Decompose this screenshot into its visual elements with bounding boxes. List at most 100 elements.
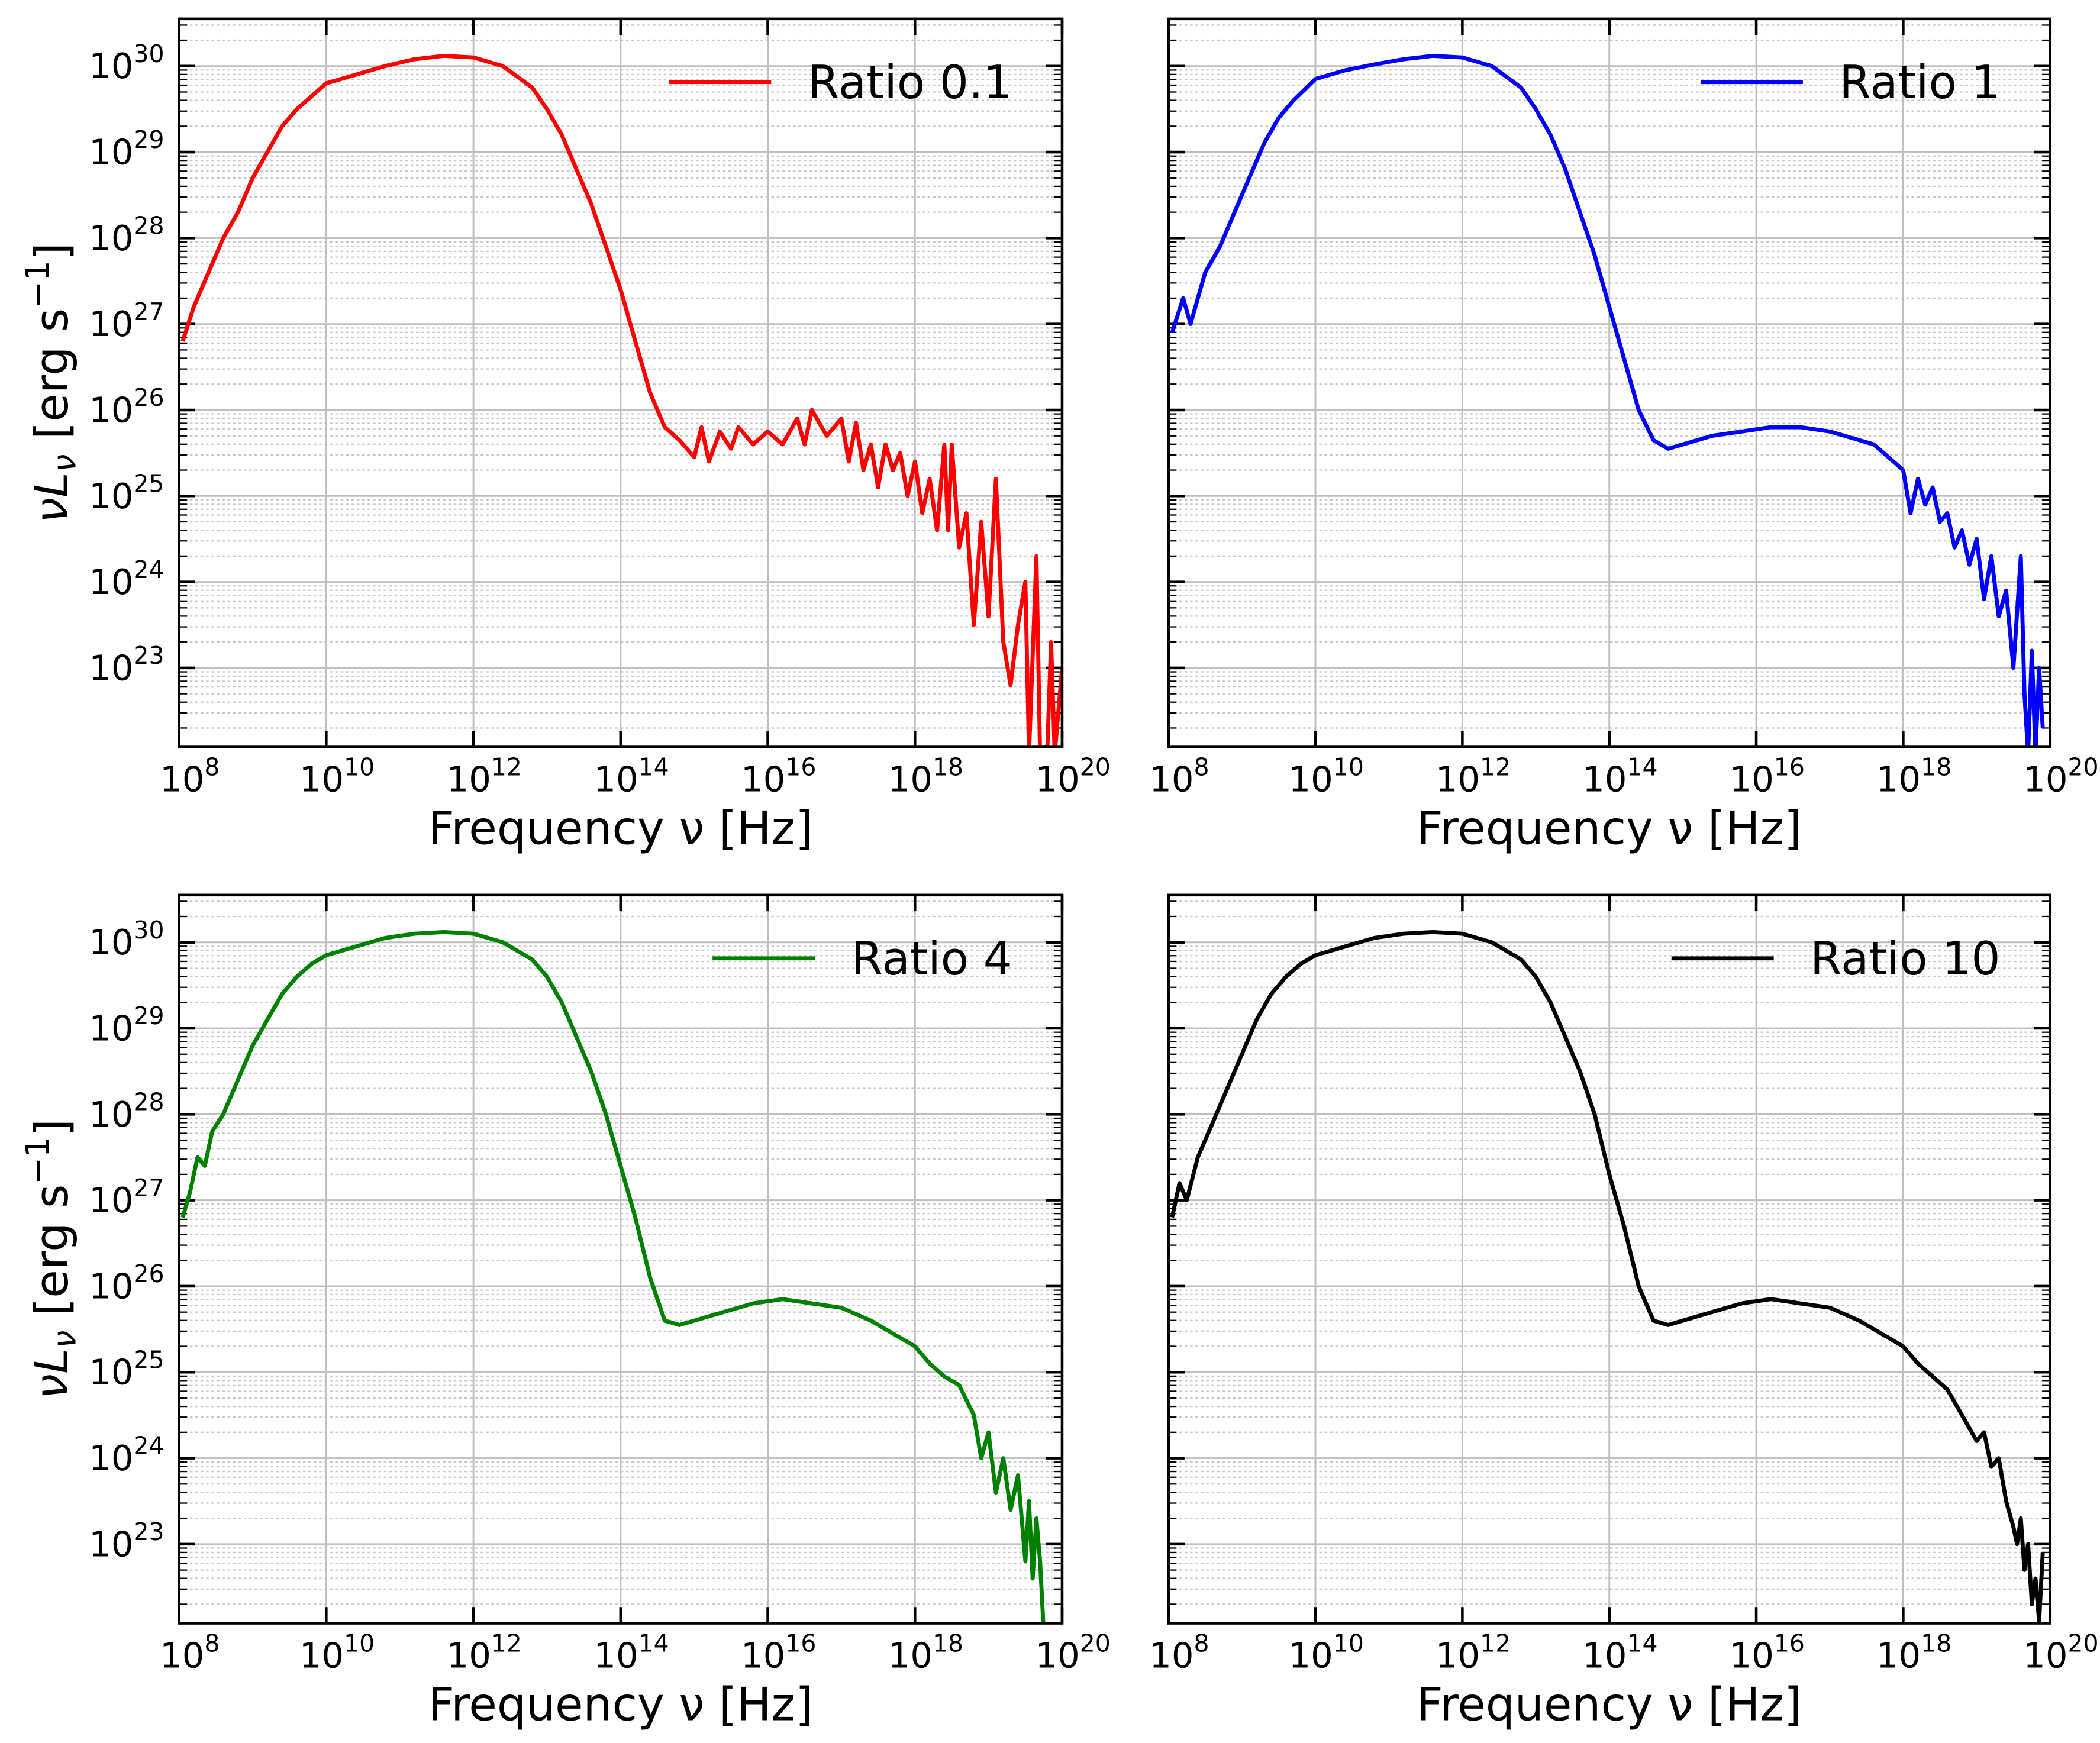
x-tick-label: 1020 [1036,753,1111,799]
ylabel-nu: ν [25,1374,79,1399]
ylabel-sup: −1 [18,1137,56,1184]
tick-exponent: 14 [1627,1629,1657,1657]
tick-base: 10 [1289,1635,1333,1676]
x-tick-label: 1010 [1289,1629,1364,1676]
legend-label: Ratio 10 [1810,932,2001,986]
x-tick-label: 108 [160,1629,220,1676]
x-tick-label: 1016 [741,1629,816,1676]
tick-exponent: 8 [204,753,220,781]
axes-frame [1167,17,2052,748]
tick-base: 10 [1582,1635,1627,1676]
tick-base: 10 [89,561,133,602]
tick-base: 10 [888,759,933,800]
tick-base: 10 [1730,759,1774,800]
tick-base: 10 [89,304,133,344]
tick-base: 10 [741,759,785,800]
y-tick-label: 1025 [89,1345,164,1392]
x-tick-label: 1018 [1876,753,1951,799]
tick-base: 10 [1436,1635,1480,1676]
series-line-ratio-1 [1170,53,2045,747]
tick-exponent: 23 [134,1518,164,1546]
tick-exponent: 27 [134,1174,164,1202]
y-axis-label: νLν [erg s−1] [18,243,83,523]
tick-base: 10 [447,759,491,800]
tick-exponent: 14 [638,753,669,781]
tick-base: 10 [1036,1635,1080,1676]
tick-exponent: 14 [1627,753,1657,781]
tick-exponent: 18 [933,1629,963,1657]
y-tick-label: 1027 [89,298,164,344]
ylabel-L: L [25,472,79,498]
ylabel-close: ] [25,243,79,260]
tick-exponent: 12 [491,753,522,781]
tick-exponent: 8 [1193,1629,1209,1657]
tick-base: 10 [89,1438,133,1479]
x-tick-label: 1020 [2023,1629,2098,1676]
x-tick-label: 1018 [1876,1629,1951,1676]
tick-exponent: 25 [134,469,164,498]
tick-base: 10 [1149,759,1193,800]
tick-exponent: 18 [933,753,963,781]
ylabel-sub: ν [45,1330,83,1348]
tick-base: 10 [299,1635,344,1676]
tick-exponent: 12 [1480,753,1511,781]
tick-base: 10 [1149,1635,1193,1676]
y-tick-label: 1024 [89,556,164,602]
tick-exponent: 20 [2068,1629,2099,1657]
y-tick-label: 1025 [89,469,164,516]
x-axis-label: Frequency ν [Hz] [428,1678,813,1731]
tick-exponent: 30 [134,40,164,68]
tick-exponent: 26 [134,1260,164,1288]
tick-exponent: 18 [1921,753,1951,781]
tick-exponent: 16 [785,1629,816,1657]
x-tick-label: 108 [1149,753,1209,799]
x-tick-label: 1016 [1730,1629,1805,1676]
tick-base: 10 [1730,1635,1774,1676]
tick-base: 10 [1876,759,1921,800]
tick-exponent: 12 [1480,1629,1511,1657]
x-tick-label: 1012 [1436,753,1511,799]
y-axis-label: νLν [erg s−1] [18,1119,83,1399]
tick-base: 10 [1289,759,1333,800]
tick-base: 10 [593,759,638,800]
tick-exponent: 30 [134,916,164,944]
x-tick-label: 1012 [447,1629,522,1676]
y-tick-label: 1030 [89,40,164,86]
tick-exponent: 26 [134,383,164,412]
x-tick-label: 1020 [1036,1629,1111,1676]
y-tick-label: 1026 [89,383,164,430]
tick-base: 10 [89,1266,133,1306]
tick-exponent: 23 [134,641,164,670]
tick-exponent: 27 [134,298,164,326]
x-tick-label: 108 [1149,1629,1209,1676]
legend-label: Ratio 0.1 [808,56,1012,109]
x-tick-label: 1014 [593,1629,669,1676]
tick-exponent: 10 [344,753,375,781]
tick-exponent: 18 [1921,1629,1951,1657]
x-tick-label: 1010 [299,753,375,799]
y-tick-label: 1024 [89,1432,164,1479]
ylabel-close: ] [25,1119,79,1137]
tick-base: 10 [89,1352,133,1393]
tick-exponent: 16 [785,753,816,781]
tick-exponent: 10 [344,1629,375,1657]
tick-base: 10 [89,1180,133,1221]
legend-label: Ratio 1 [1839,56,2000,109]
ylabel-sup: −1 [18,260,56,308]
y-tick-label: 1030 [89,916,164,963]
tick-base: 10 [1582,759,1627,800]
y-tick-label: 1029 [89,125,164,172]
tick-base: 10 [2023,759,2067,800]
series-line-ratio-10 [1170,929,2045,1623]
ylabel-unit: [erg s [25,1184,79,1331]
tick-exponent: 12 [491,1629,522,1657]
x-tick-label: 1018 [888,1629,963,1676]
tick-exponent: 10 [1333,1629,1364,1657]
tick-exponent: 14 [638,1629,669,1657]
tick-base: 10 [89,922,133,963]
ylabel-unit: [erg s [25,308,79,454]
y-tick-label: 1023 [89,641,164,688]
y-tick-label: 1028 [89,212,164,259]
